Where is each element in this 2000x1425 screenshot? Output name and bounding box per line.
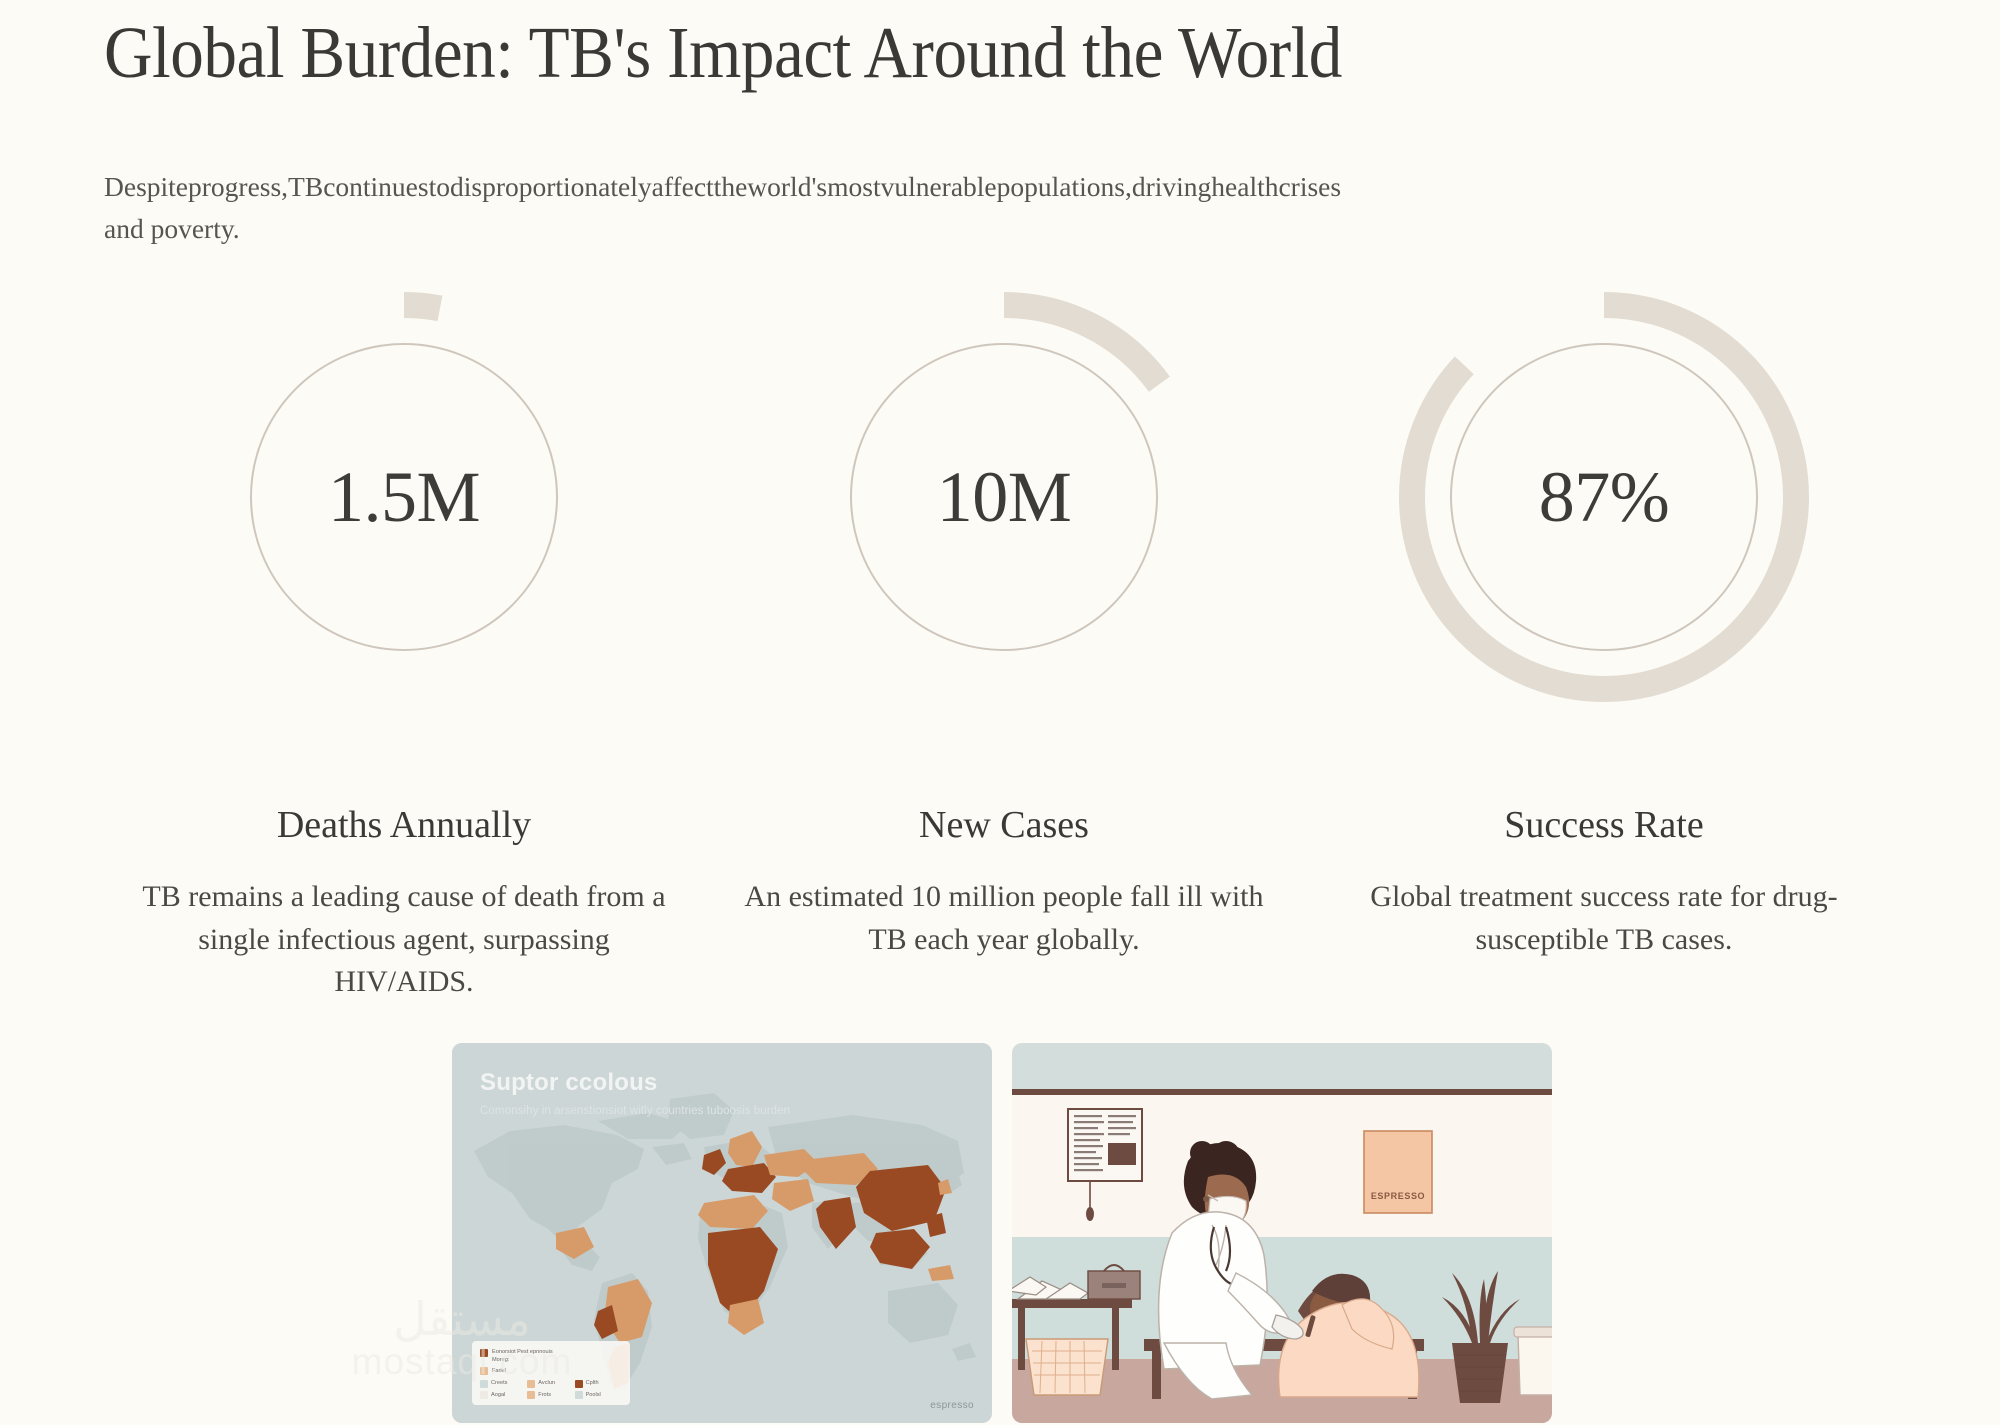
legend-item: Cplth	[574, 1379, 622, 1388]
donut-arc-deaths-svg	[198, 292, 609, 702]
espresso-poster-icon	[1363, 1130, 1433, 1214]
page-title: Global Burden: TB's Impact Around the Wo…	[104, 12, 1342, 93]
legend-item: Poolsl	[574, 1391, 622, 1400]
page-subtitle: Despiteprogress,TBcontinuestodisproporti…	[104, 166, 1764, 250]
map-legend-secondary: Fariel	[480, 1367, 622, 1376]
legend-swatch-icon	[480, 1391, 488, 1400]
clinic-scene-illustration	[1012, 1043, 1552, 1423]
donut-chart-deaths: 1.5M	[189, 282, 619, 712]
legend-item: Frots	[527, 1391, 574, 1400]
donut-value-new-cases: 10M	[936, 457, 1072, 537]
map-credit-label: espresso	[930, 1400, 974, 1411]
waste-bin-icon	[1513, 1326, 1552, 1396]
legend-secondary-label: Fariel	[492, 1367, 506, 1374]
world-map-card[interactable]: Suptor ccolous Comonsihy in arsenstionsi…	[452, 1043, 992, 1423]
stats-row: 1.5M Deaths Annually TB remains a leadin…	[104, 282, 1904, 1004]
stat-card-deaths: 1.5M Deaths Annually TB remains a leadin…	[104, 282, 704, 1004]
legend-swatch-icon	[574, 1391, 583, 1400]
legend-item: Creets	[480, 1379, 527, 1388]
donut-track-circle	[849, 343, 1158, 651]
donut-value-deaths: 1.5M	[327, 457, 481, 537]
map-card-title: Suptor ccolous	[480, 1069, 658, 1096]
donut-arc-new-cases-svg	[798, 292, 1209, 702]
legend-swatch-icon	[527, 1379, 536, 1388]
espresso-poster-text: ESPRESSO	[1370, 1191, 1426, 1201]
stat-title-success-rate: Success Rate	[1504, 804, 1704, 846]
map-legend-primary: Eonorsiot Pest epnnouis Moreg:	[480, 1348, 622, 1365]
supply-table-icon	[1012, 1264, 1141, 1370]
legend-item: Aogal	[480, 1391, 527, 1400]
legend-primary-label: Eonorsiot Pest epnnouis Moreg:	[492, 1349, 553, 1364]
map-legend: Eonorsiot Pest epnnouis Moreg: Fariel Cr…	[472, 1341, 630, 1405]
laundry-basket-icon	[1025, 1338, 1109, 1396]
legend-swatch-mid	[480, 1367, 488, 1376]
donut-chart-success-rate: 87%	[1389, 282, 1819, 712]
donut-value-success-rate: 87%	[1538, 457, 1670, 537]
stat-title-deaths: Deaths Annually	[276, 804, 532, 846]
page-subtitle-line2: and poverty.	[104, 212, 240, 244]
stat-description-deaths: TB remains a leading cause of death from…	[142, 879, 666, 999]
stat-description-new-cases: An estimated 10 million people fall ill …	[744, 879, 1264, 956]
legend-swatch-icon	[574, 1379, 583, 1388]
donut-track-circle	[249, 343, 558, 651]
stat-title-new-cases: New Cases	[919, 804, 1089, 846]
donut-arc-success-rate-svg	[1398, 292, 1809, 702]
map-burden-overlay	[556, 1131, 954, 1389]
map-card-subtitle: Comonsihy in arsenstionsiot witly countr…	[480, 1105, 791, 1117]
clinic-illustration-card[interactable]: ESPRESSO	[1012, 1043, 1552, 1423]
stat-card-success-rate: 87% Success Rate Global treatment succes…	[1304, 282, 1904, 1004]
page-subtitle-line1: Despiteprogress,TBcontinuestodisproporti…	[104, 171, 1342, 202]
stat-card-new-cases: 10M New Cases An estimated 10 million pe…	[704, 282, 1304, 1004]
legend-swatch-high	[480, 1348, 488, 1357]
wall-chart-icon	[1067, 1108, 1143, 1221]
doctor-figure	[1157, 1141, 1304, 1400]
patient-figure	[1277, 1273, 1420, 1398]
image-cards-row: Suptor ccolous Comonsihy in arsenstionsi…	[452, 1043, 1552, 1423]
donut-chart-new-cases: 10M	[789, 282, 1219, 712]
legend-swatch-icon	[527, 1391, 536, 1400]
legend-swatch-icon	[480, 1379, 488, 1388]
map-legend-items: Creets Avclun Cplth Aogal	[480, 1379, 622, 1402]
legend-item: Avclun	[527, 1379, 574, 1388]
potted-plant-icon	[1442, 1271, 1520, 1403]
donut-track-circle	[1449, 343, 1758, 651]
stat-description-success-rate: Global treatment success rate for drug-s…	[1370, 879, 1838, 956]
